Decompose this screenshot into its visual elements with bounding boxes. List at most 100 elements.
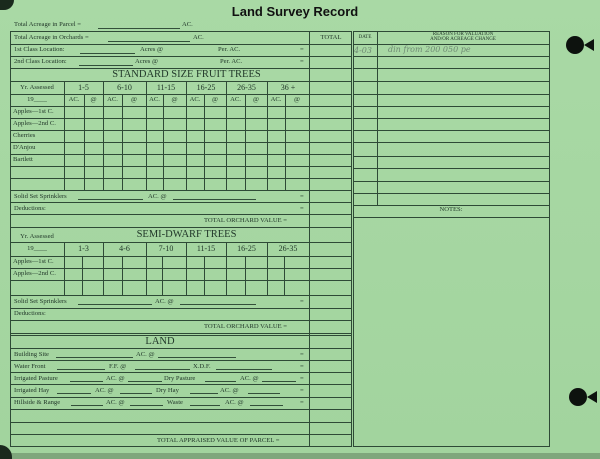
hillside-ac: AC. @ (106, 399, 125, 406)
rule-line (10, 118, 352, 119)
blank-line (158, 357, 236, 358)
standard-yr-assessed: Yr. Assessed (20, 84, 54, 91)
water-front-ff: F.F. @ (109, 363, 127, 370)
rule-line (146, 242, 147, 295)
blank-line (78, 304, 152, 305)
rule-line (10, 268, 352, 269)
rule-line (353, 56, 550, 57)
water-front-label: Water Front (14, 363, 46, 370)
rule-line (10, 434, 352, 435)
parcel-acreage-unit: AC. (182, 21, 193, 28)
blank-line (216, 369, 272, 370)
ac-subheader: AC. (270, 96, 282, 103)
age-range: 6-10 (117, 83, 132, 92)
hillside-label: Hillside & Range (14, 399, 61, 406)
rule-line (10, 44, 352, 45)
rule-line (353, 68, 550, 69)
standard-sprinklers-equals: = (300, 193, 304, 200)
blank-line (78, 199, 143, 200)
rule-line (103, 242, 104, 295)
irrigated-pasture-ac: AC. @ (106, 375, 125, 382)
building-site-label: Building Site (14, 351, 49, 358)
blank-line (128, 381, 162, 382)
rule-line (226, 81, 227, 190)
punch-hole-icon (569, 388, 587, 406)
row-label: D'Anjou (13, 144, 36, 151)
rule-line (10, 154, 352, 155)
entry-date: 4-03 (354, 46, 372, 55)
semi-sprinklers-ac: AC. @ (155, 298, 174, 305)
rule-line (10, 94, 352, 95)
blank-line (173, 199, 256, 200)
blank-line (57, 369, 105, 370)
standard-section-title: STANDARD SIZE FRUIT TREES (112, 69, 261, 80)
water-front-xdf: X.D.F. (193, 363, 211, 370)
orchard-acreage-unit: AC. (193, 34, 204, 41)
age-range: 11-15 (156, 83, 176, 92)
rule-line (10, 81, 352, 82)
blank-line (80, 53, 135, 54)
rule-line (204, 94, 205, 190)
rule-line (245, 94, 246, 190)
rule-line (353, 44, 550, 45)
rule-line (10, 130, 352, 131)
ac-subheader: AC. (149, 96, 160, 103)
rule-line (353, 168, 550, 169)
age-range: 16-25 (237, 244, 256, 253)
rule-line (122, 94, 123, 190)
at-subheader: @ (252, 96, 260, 103)
age-range: 1-5 (78, 83, 89, 92)
class2-equals: = (300, 58, 304, 65)
row-label: Apples—2nd C. (13, 270, 56, 277)
card-bottom-edge (0, 453, 600, 459)
water-front-equals: = (300, 363, 304, 370)
rule-line (353, 130, 550, 131)
blank-line (262, 381, 296, 382)
parcel-acreage-label: Total Acreage in Parcel = (14, 21, 81, 28)
rule-line (10, 295, 352, 296)
class1-label: 1st Class Location: (14, 46, 65, 53)
rule-line (10, 190, 352, 191)
ac-subheader: AC. (107, 96, 118, 103)
rule-line (351, 31, 352, 447)
blank-line (180, 304, 256, 305)
rule-line (245, 256, 246, 295)
standard-sprinklers-ac: AC. @ (148, 193, 167, 200)
rule-line (162, 256, 163, 295)
row-label: Cherries (13, 132, 36, 139)
age-range: 16-25 (196, 83, 216, 92)
row-label: Apples—1st C. (13, 108, 54, 115)
rule-line (10, 372, 352, 373)
ac-subheader: AC. (230, 96, 241, 103)
rule-line (10, 178, 352, 179)
rule-line (353, 31, 354, 447)
rule-line (10, 142, 352, 143)
rule-line (10, 384, 352, 385)
irrigated-pasture-label: Irrigated Pasture (14, 375, 58, 382)
dry-hay-ac: AC. @ (220, 387, 239, 394)
standard-total-orchard-value: TOTAL ORCHARD VALUE = (204, 217, 287, 224)
rule-line (103, 81, 104, 190)
ac-subheader: AC. (189, 96, 201, 103)
dry-pasture-ac: AC. @ (240, 375, 259, 382)
rule-line (353, 205, 550, 206)
punch-notch-icon (584, 39, 594, 51)
total-appraised-value: TOTAL APPRAISED VALUE OF PARCEL = (157, 437, 280, 444)
standard-year: 19____ (27, 96, 47, 103)
row-label: Apples—1st C. (13, 258, 54, 265)
row-label: Apples—2nd C. (13, 120, 56, 127)
rule-line (186, 81, 187, 190)
age-range: 36 + (280, 83, 296, 92)
class2-acres: Acres @ (135, 58, 159, 65)
rule-line (10, 214, 352, 215)
semi-yr-assessed: Yr. Assessed (20, 233, 54, 240)
rule-line (10, 335, 352, 336)
rule-line (10, 56, 352, 57)
rule-line (10, 280, 352, 281)
age-range: 11-15 (196, 244, 216, 253)
rule-line (353, 118, 550, 119)
dry-hay-label: Dry Hay (156, 387, 179, 394)
rule-line (10, 166, 352, 167)
blank-line (190, 393, 218, 394)
at-subheader: @ (130, 96, 138, 103)
